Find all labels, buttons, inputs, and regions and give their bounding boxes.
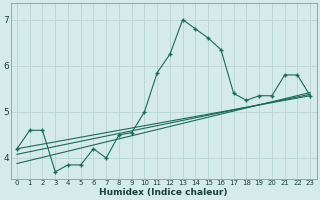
X-axis label: Humidex (Indice chaleur): Humidex (Indice chaleur) (99, 188, 228, 197)
